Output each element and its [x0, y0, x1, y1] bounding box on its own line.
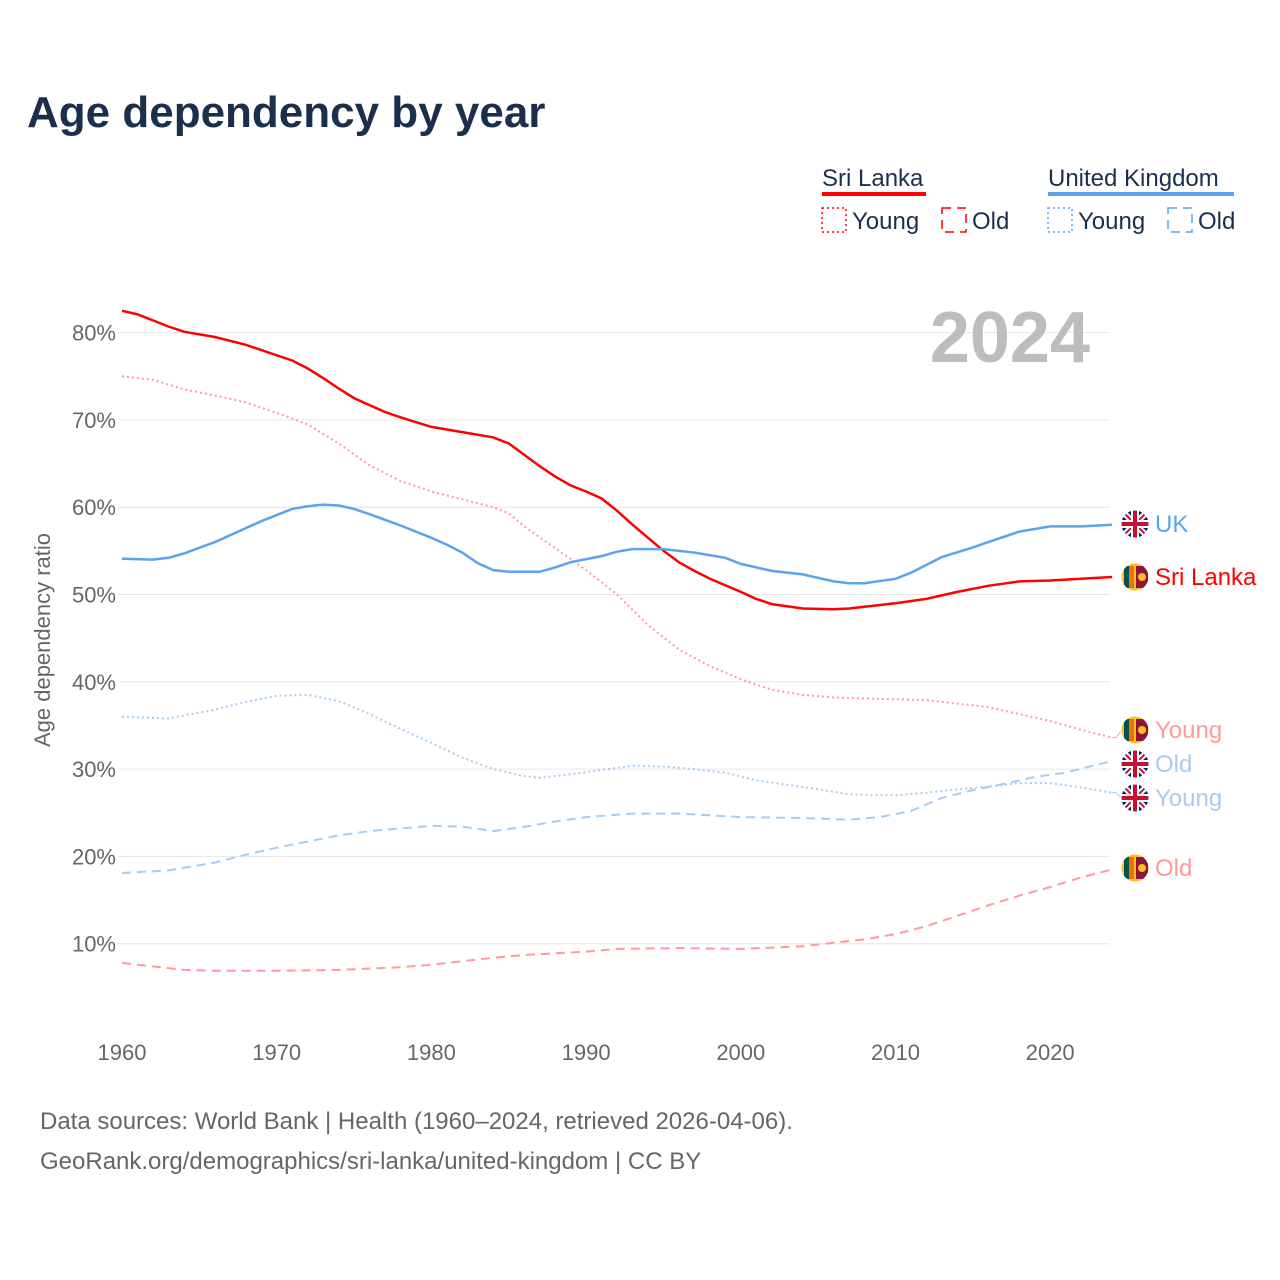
flag-body [1121, 750, 1149, 778]
y-tick-label: 50% [72, 583, 116, 608]
flag-orange [1129, 857, 1134, 879]
label-connector [1112, 729, 1123, 739]
flag-body [1121, 563, 1149, 591]
flag-body [1121, 716, 1149, 744]
flag-lion [1138, 573, 1146, 581]
flag-body [1121, 854, 1149, 882]
legend-item-label: Young [852, 208, 919, 235]
series-line-sri-lanka-old [121, 868, 1113, 972]
sri-lanka-flag-icon [1120, 853, 1150, 883]
flag-border [1120, 509, 1150, 539]
flag-border [1120, 853, 1150, 883]
x-tick-label: 2010 [871, 1040, 920, 1065]
flag-lion [1138, 726, 1146, 734]
end-label: Young [1155, 717, 1222, 744]
flag-body [1121, 784, 1149, 812]
flag-body [1121, 510, 1149, 538]
y-tick-label: 30% [72, 757, 116, 782]
label-connector [1112, 792, 1123, 799]
flag-border [1120, 783, 1150, 813]
flag-green [1124, 719, 1129, 741]
uk-flag-icon [1120, 749, 1150, 779]
y-tick-label: 20% [72, 844, 116, 869]
chart-title: Age dependency by year [27, 88, 546, 137]
legend-item-label: Old [972, 208, 1009, 235]
series-line-sri-lanka-young [121, 375, 1113, 739]
sri-lanka-flag-icon [1120, 715, 1150, 745]
legend-swatch-dashed [941, 207, 967, 233]
flag-border [1120, 562, 1150, 592]
x-tick-label: 1990 [562, 1040, 611, 1065]
end-label: Sri Lanka [1155, 564, 1257, 591]
y-tick-label: 80% [72, 321, 116, 346]
flag-cross-red [1121, 750, 1149, 778]
x-tick-label: 1970 [252, 1040, 301, 1065]
series-line-united-kingdom-old [121, 760, 1113, 874]
legend-swatch-dotted [1047, 207, 1073, 233]
uk-flag-icon [1120, 783, 1150, 813]
series-line-united-kingdom-young [121, 693, 1113, 797]
source-url[interactable]: GeoRank.org/demographics/sri-lanka/unite… [40, 1148, 702, 1175]
chart: 10% 20% 30% 40% 50% 60% 70% 80% 1960 1970 1980 1990… [30, 165, 1257, 1065]
flag-green [1124, 566, 1129, 588]
series-line-united-kingdom [121, 503, 1113, 585]
series-line-sri-lanka [121, 309, 1113, 611]
legend-group-title: Sri Lanka [822, 165, 924, 192]
flag-green [1124, 857, 1129, 879]
flag-border [1120, 715, 1150, 745]
end-label: UK [1155, 511, 1188, 538]
end-label: Old [1155, 855, 1192, 882]
x-tick-label: 1960 [98, 1040, 147, 1065]
end-label: Young [1155, 785, 1222, 812]
flag-cross-red [1121, 510, 1149, 538]
x-tick-label: 2020 [1026, 1040, 1075, 1065]
y-tick-label: 60% [72, 495, 116, 520]
legend-swatch-dotted [821, 207, 847, 233]
uk-flag-icon [1120, 509, 1150, 539]
flag-orange [1129, 566, 1134, 588]
x-tick-label: 1980 [407, 1040, 456, 1065]
flag-orange [1129, 719, 1134, 741]
end-label: Old [1155, 751, 1192, 778]
y-axis-label: Age dependency ratio [30, 533, 55, 747]
legend-item-label: Young [1078, 208, 1145, 235]
legend-group-title: United Kingdom [1048, 165, 1219, 192]
y-tick-label: 40% [72, 670, 116, 695]
y-tick-label: 10% [72, 932, 116, 957]
flag-lion [1138, 864, 1146, 872]
y-tick-label: 70% [72, 408, 116, 433]
x-tick-label: 2000 [716, 1040, 765, 1065]
source-note: Data sources: World Bank | Health (1960–… [40, 1108, 793, 1135]
sri-lanka-flag-icon [1120, 562, 1150, 592]
legend-item-label: Old [1198, 208, 1235, 235]
flag-cross-red [1121, 784, 1149, 812]
flag-border [1120, 749, 1150, 779]
legend-swatch-dashed [1167, 207, 1193, 233]
year-watermark: 2024 [930, 298, 1090, 378]
